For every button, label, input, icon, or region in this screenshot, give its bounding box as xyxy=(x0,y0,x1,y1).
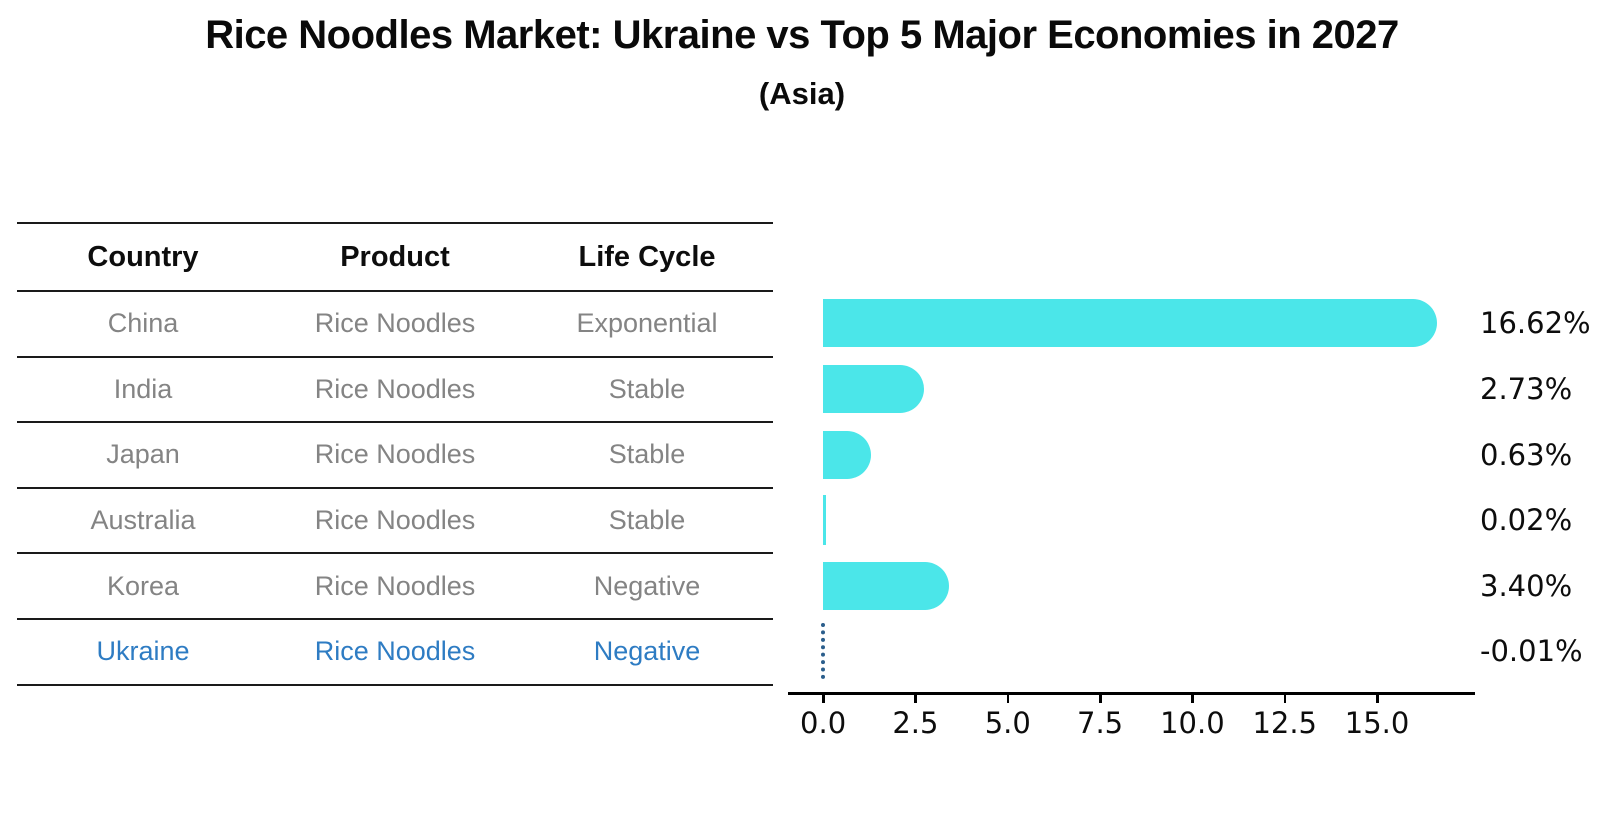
value-label-korea: 3.40% xyxy=(1480,568,1573,603)
table-cell-country: Ukraine xyxy=(96,636,190,667)
table-cell-country: Korea xyxy=(106,570,180,601)
x-tick-label: 7.5 xyxy=(1077,706,1124,740)
x-tick-mark xyxy=(1099,692,1102,703)
table-row-korea: Korea Rice Noodles Negative xyxy=(17,554,773,620)
x-tick-mark xyxy=(1376,692,1379,703)
x-tick-mark xyxy=(1006,692,1010,703)
x-tick-label: 0.0 xyxy=(800,706,847,740)
value-label-china: 16.62% xyxy=(1480,306,1591,340)
table-cell-life-cycle: Negative xyxy=(593,636,701,667)
table-cell-life-cycle: Negative xyxy=(593,570,701,601)
table-header-country: Country xyxy=(87,240,199,273)
x-tick-label: 10.0 xyxy=(1160,706,1225,740)
chart-title: Rice Noodles Market: Ukraine vs Top 5 Ma… xyxy=(205,13,1399,57)
table-header-row: Country Product Life Cycle xyxy=(17,224,773,292)
table-cell-country: India xyxy=(113,373,173,404)
value-label-japan: 0.63% xyxy=(1480,437,1573,472)
x-axis-line xyxy=(788,692,1475,695)
table-header-life-cycle: Life Cycle xyxy=(578,240,716,273)
bar-australia xyxy=(823,495,826,545)
table-cell-product: Rice Noodles xyxy=(314,636,476,667)
table-body: China Rice Noodles Exponential India Rice No… xyxy=(17,292,773,686)
value-label-ukraine: -0.01% xyxy=(1480,634,1583,668)
table-cell-product: Rice Noodles xyxy=(314,570,476,601)
table-row-ukraine: Ukraine Rice Noodles Negative xyxy=(17,620,773,686)
table-cell-life-cycle: Stable xyxy=(608,439,686,470)
table-cell-life-cycle: Exponential xyxy=(576,308,718,339)
bar-chart: 0.0 2.5 5.0 7.5 10.0 12.5 15.0 16.62% 2.73% 0.63… xyxy=(788,292,1604,772)
table-cell-country: China xyxy=(107,308,179,339)
table-cell-product: Rice Noodles xyxy=(314,308,476,339)
table-cell-life-cycle: Stable xyxy=(608,373,686,404)
table-cell-product: Rice Noodles xyxy=(314,439,476,470)
table-cell-country: Japan xyxy=(106,439,180,470)
table-cell-product: Rice Noodles xyxy=(314,373,476,404)
x-tick-mark xyxy=(914,692,917,703)
negative-bar-marker-ukraine xyxy=(821,623,826,679)
x-tick-label: 12.5 xyxy=(1252,706,1318,740)
bar-japan xyxy=(823,430,872,479)
x-tick-mark xyxy=(1283,692,1287,703)
table-header-product: Product xyxy=(340,240,450,273)
table-cell-life-cycle: Stable xyxy=(608,505,686,536)
x-tick-label: 2.5 xyxy=(892,706,939,740)
country-table: Country Product Life Cycle China Rice Noo… xyxy=(17,222,773,686)
x-tick-label: 15.0 xyxy=(1344,706,1410,740)
table-cell-product: Rice Noodles xyxy=(314,505,476,536)
table-row-india: India Rice Noodles Stable xyxy=(17,358,773,424)
table-row-australia: Australia Rice Noodles Stable xyxy=(17,489,773,555)
table-row-japan: Japan Rice Noodles Stable xyxy=(17,423,773,489)
table-row-china: China Rice Noodles Exponential xyxy=(17,292,773,358)
table-cell-country: Australia xyxy=(90,505,196,536)
bar-india xyxy=(823,365,924,413)
chart-subtitle: (Asia) xyxy=(758,76,846,111)
x-tick-label: 5.0 xyxy=(984,706,1031,740)
x-tick-mark xyxy=(822,692,825,703)
value-label-australia: 0.02% xyxy=(1480,503,1573,537)
x-tick-mark xyxy=(1191,692,1194,703)
bar-korea xyxy=(823,561,949,610)
bar-china xyxy=(823,299,1437,347)
value-label-india: 2.73% xyxy=(1480,372,1573,406)
